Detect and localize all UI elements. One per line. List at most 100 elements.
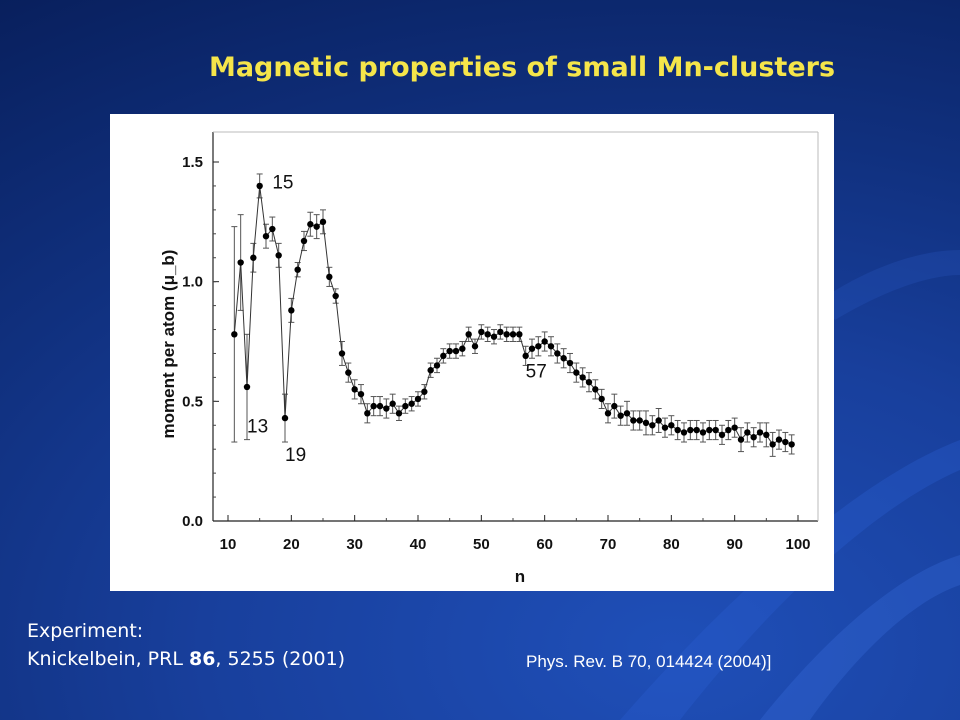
data-point: [617, 412, 624, 419]
data-point: [440, 352, 447, 360]
data-point: [516, 331, 523, 338]
caption-prefix: Knickelbein, PRL: [27, 648, 189, 670]
data-point: [642, 419, 650, 427]
data-point: [579, 374, 586, 381]
data-point: [547, 343, 555, 350]
data-point: [750, 434, 757, 441]
data-point: [680, 429, 688, 436]
data-point: [395, 410, 403, 417]
y-tick-label: 1.0: [182, 274, 203, 291]
data-points: [231, 182, 795, 448]
data-point: [541, 338, 548, 345]
data-point: [319, 218, 327, 226]
data-point: [370, 402, 377, 410]
x-tick-label: 50: [473, 536, 490, 553]
data-point: [484, 331, 491, 338]
error-bars: [231, 173, 795, 457]
data-point: [763, 431, 770, 439]
data-point: [313, 223, 320, 230]
data-point: [706, 426, 713, 434]
data-point: [389, 400, 396, 407]
data-point: [288, 307, 295, 314]
data-point: [383, 405, 390, 412]
x-tick-label: 70: [600, 536, 617, 553]
data-point: [338, 350, 346, 357]
data-point: [421, 388, 428, 395]
data-point: [630, 417, 637, 424]
data-point: [718, 431, 726, 439]
data-point: [535, 343, 542, 350]
data-point: [402, 402, 409, 410]
x-axis-label: n: [515, 567, 525, 586]
data-point: [269, 225, 276, 233]
data-point: [376, 402, 384, 410]
data-point: [731, 424, 738, 431]
data-point: [636, 417, 643, 424]
data-point: [585, 378, 593, 386]
y-tick-label: 0.5: [182, 393, 203, 410]
chart-panel: 10 20 30 40 50 60 70 80 90 100 0.0 0.5 1.0 1.5 15 13 19…: [110, 114, 834, 591]
y-tick-label: 0.0: [182, 513, 203, 530]
data-point: [693, 426, 700, 434]
data-point: [756, 429, 764, 436]
x-tick-label: 80: [663, 536, 680, 553]
data-point: [275, 252, 282, 259]
data-point: [351, 386, 358, 393]
data-point: [699, 429, 707, 436]
annotation-label: 13: [247, 416, 268, 437]
data-point: [503, 331, 510, 338]
data-point: [243, 383, 251, 391]
data-point: [427, 367, 434, 374]
caption-line-2: Knickelbein, PRL 86, 5255 (2001): [27, 648, 345, 670]
data-point: [446, 347, 453, 355]
data-point: [782, 438, 789, 446]
x-tick-label: 60: [536, 536, 553, 553]
data-point: [332, 292, 339, 300]
data-point: [769, 441, 776, 448]
data-point: [345, 369, 352, 376]
data-point: [294, 266, 301, 273]
caption-volume: 86: [188, 648, 216, 670]
data-point: [687, 426, 694, 434]
reference-right: Phys. Rev. B 70, 014424 (2004)]: [526, 652, 772, 671]
data-point: [300, 237, 308, 245]
data-point: [509, 331, 517, 338]
plot-frame: [212, 131, 819, 522]
data-point: [433, 362, 441, 369]
x-tick-label: 30: [346, 536, 363, 553]
data-point: [414, 395, 422, 403]
data-point: [712, 426, 719, 434]
data-point: [256, 182, 263, 190]
data-point: [554, 350, 561, 357]
x-tick-label: 20: [283, 536, 300, 553]
data-point: [237, 259, 244, 266]
caption-suffix: , 5255 (2001): [215, 648, 346, 670]
data-point: [281, 414, 289, 422]
data-point: [744, 429, 751, 436]
data-point: [326, 273, 333, 281]
data-point: [490, 333, 498, 340]
data-point: [788, 441, 795, 448]
x-tick-label: 100: [785, 536, 810, 553]
data-point: [364, 410, 371, 417]
x-tick-label: 40: [410, 536, 427, 553]
data-point: [408, 400, 415, 407]
annotation-label: 15: [272, 172, 293, 193]
data-point: [623, 410, 631, 417]
data-point: [592, 386, 599, 393]
data-point: [598, 395, 605, 403]
chart-svg: 10 20 30 40 50 60 70 80 90 100 0.0 0.5 1.0 1.5 15 13 19…: [159, 131, 819, 586]
data-point: [471, 343, 479, 350]
data-point: [725, 426, 732, 434]
data-point: [231, 331, 238, 338]
data-point: [668, 422, 675, 429]
x-tick-label: 10: [220, 536, 237, 553]
axis-ticks: 10 20 30 40 50 60 70 80 90 100 0.0 0.5 1.0 1.5: [182, 154, 810, 553]
data-point: [661, 424, 669, 431]
data-point: [604, 410, 612, 417]
data-point: [566, 359, 574, 367]
annotation-label: 57: [526, 361, 547, 382]
data-point: [528, 345, 536, 352]
data-point: [649, 422, 656, 429]
data-point: [262, 232, 270, 240]
